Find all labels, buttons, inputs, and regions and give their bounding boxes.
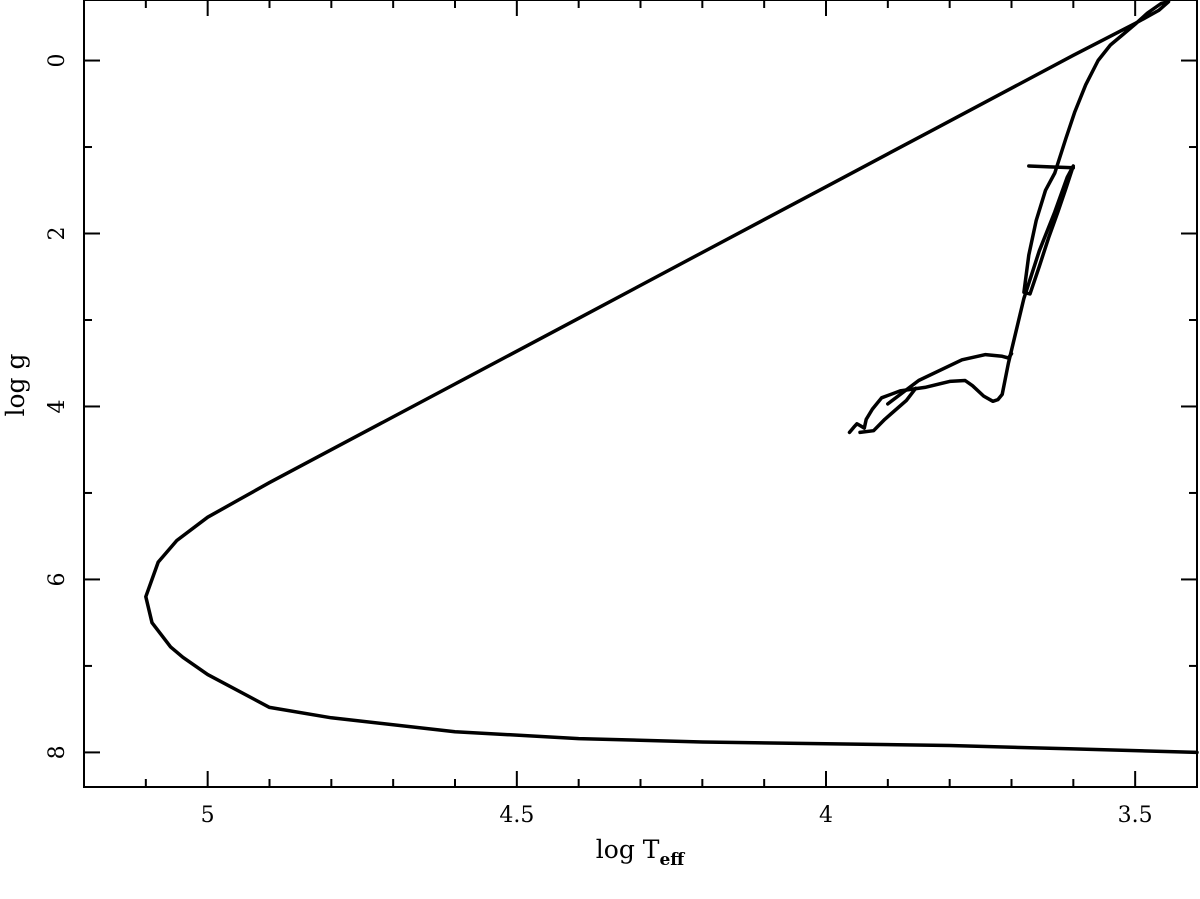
x-axis-title-subscript: eff xyxy=(659,850,685,870)
y-axis-ticks xyxy=(84,59,1197,754)
y-axis-tick-labels: 0 2 4 6 8 xyxy=(45,54,70,760)
y-tick-label: 2 xyxy=(45,227,70,241)
x-axis-title: log Teff xyxy=(596,835,685,870)
y-tick-label: 6 xyxy=(45,572,70,586)
x-axis-tick-labels: 5 4.5 4 3.5 xyxy=(201,803,1153,828)
series-layer xyxy=(144,0,1199,755)
y-tick-label: 8 xyxy=(45,745,70,759)
x-tick-label: 4 xyxy=(819,803,833,828)
plot-frame xyxy=(83,0,1198,788)
evolution-track-3 xyxy=(886,351,1014,406)
x-axis-ticks xyxy=(83,0,1198,787)
y-axis-title: log g xyxy=(1,353,30,416)
x-tick-label: 4.5 xyxy=(499,803,534,828)
evolution-track-2 xyxy=(1027,164,1076,170)
evolution-track-1 xyxy=(144,0,1199,755)
x-tick-label: 3.5 xyxy=(1118,803,1153,828)
evolution-track-4 xyxy=(858,386,918,435)
x-tick-label: 5 xyxy=(201,803,215,828)
y-tick-label: 4 xyxy=(45,399,70,413)
x-axis-title-main: log T xyxy=(596,835,660,864)
y-tick-label: 0 xyxy=(45,54,70,68)
